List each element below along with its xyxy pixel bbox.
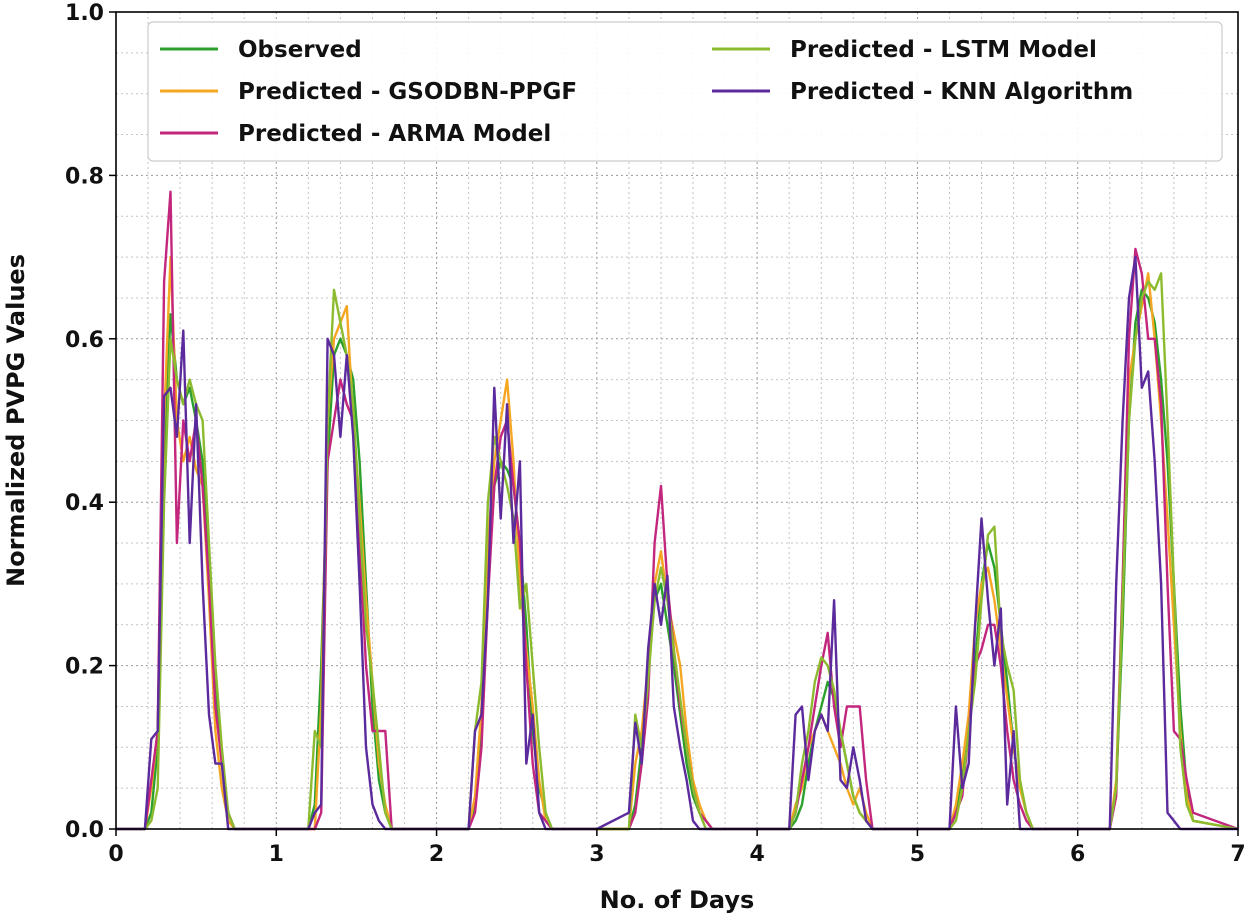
legend-label: Predicted - KNN Algorithm xyxy=(790,79,1133,105)
y-tick-label: 0.8 xyxy=(65,164,104,189)
legend-label: Predicted - LSTM Model xyxy=(790,37,1097,63)
axis-ticks: 0 1 2 3 4 5 6 7 0.0 0.2 0.4 0.6 0.8 1.0 xyxy=(65,1,1246,867)
legend-box xyxy=(147,21,1223,162)
x-tick-label: 5 xyxy=(910,842,925,867)
y-tick-label: 0.0 xyxy=(65,818,104,843)
x-tick-label: 6 xyxy=(1070,842,1085,867)
x-axis-label: No. of Days xyxy=(600,886,755,914)
x-tick-label: 4 xyxy=(749,842,764,867)
x-tick-label: 1 xyxy=(269,842,284,867)
y-tick-label: 0.2 xyxy=(65,655,104,680)
legend-label: Predicted - GSODBN-PPGF xyxy=(238,79,577,105)
x-tick-label: 7 xyxy=(1230,842,1245,867)
y-tick-label: 0.6 xyxy=(65,328,104,353)
y-axis-label: Normalized PVPG Values xyxy=(2,254,30,587)
x-tick-label: 2 xyxy=(429,842,444,867)
legend-label: Predicted - ARMA Model xyxy=(238,121,551,147)
x-tick-label: 0 xyxy=(108,842,123,867)
y-tick-label: 1.0 xyxy=(65,1,104,26)
x-tick-label: 3 xyxy=(589,842,604,867)
plot-frame xyxy=(115,11,1239,830)
legend: Observed Predicted - GSODBN-PPGF Predicted… xyxy=(147,21,1223,162)
legend-label: Observed xyxy=(238,37,362,63)
y-tick-label: 0.4 xyxy=(65,491,104,516)
